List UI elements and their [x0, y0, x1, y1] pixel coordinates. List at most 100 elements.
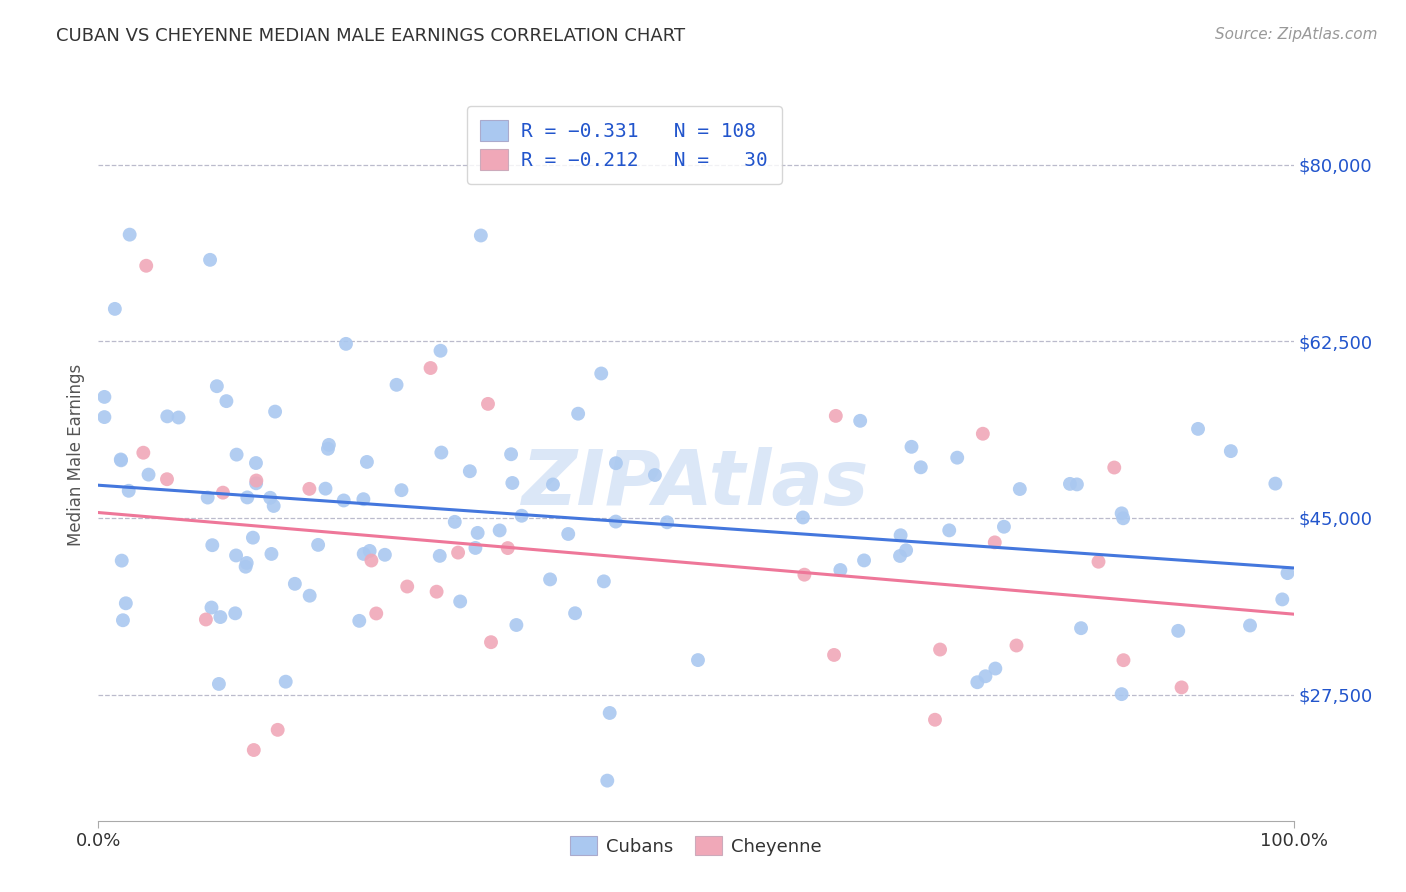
Y-axis label: Median Male Earnings: Median Male Earnings — [66, 364, 84, 546]
Point — [396, 580, 419, 594]
Text: Source: ZipAtlas.com: Source: ZipAtlas.com — [1215, 27, 1378, 42]
Point — [910, 460, 932, 475]
Point — [1264, 476, 1286, 491]
Point — [225, 448, 247, 462]
Point — [1104, 460, 1126, 475]
Point — [477, 397, 499, 411]
Point — [1170, 681, 1192, 695]
Point — [316, 442, 339, 456]
Point — [541, 477, 564, 491]
Point — [443, 515, 465, 529]
Point — [429, 343, 451, 358]
Point — [900, 440, 922, 454]
Point — [501, 447, 523, 461]
Point — [391, 483, 413, 498]
Point — [501, 475, 523, 490]
Point — [467, 525, 489, 540]
Point — [274, 674, 297, 689]
Point — [209, 610, 232, 624]
Point — [458, 464, 481, 478]
Point — [110, 453, 132, 467]
Point — [298, 589, 321, 603]
Point — [260, 547, 283, 561]
Point — [349, 614, 371, 628]
Point — [243, 743, 266, 757]
Point — [318, 438, 340, 452]
Point — [605, 456, 627, 470]
Point — [156, 409, 179, 424]
Point — [1066, 477, 1088, 491]
Point — [167, 410, 190, 425]
Point — [1187, 422, 1209, 436]
Point — [194, 612, 217, 626]
Point — [1005, 639, 1028, 653]
Point — [946, 450, 969, 465]
Point — [1008, 482, 1031, 496]
Point — [1112, 511, 1135, 525]
Point — [974, 669, 997, 683]
Point — [823, 648, 845, 662]
Point — [824, 409, 846, 423]
Point — [236, 491, 259, 505]
Point — [235, 556, 257, 570]
Point — [605, 515, 627, 529]
Point — [242, 531, 264, 545]
Point — [419, 361, 441, 376]
Point — [596, 773, 619, 788]
Point — [135, 259, 157, 273]
Point — [644, 468, 666, 483]
Point — [449, 594, 471, 608]
Point — [267, 723, 290, 737]
Point — [245, 476, 267, 491]
Point — [599, 706, 621, 720]
Point — [1070, 621, 1092, 635]
Point — [212, 485, 235, 500]
Point — [385, 377, 408, 392]
Point — [374, 548, 396, 562]
Point — [938, 524, 960, 538]
Point — [591, 367, 613, 381]
Point — [894, 543, 917, 558]
Point — [505, 618, 527, 632]
Point — [479, 635, 502, 649]
Point — [429, 549, 451, 563]
Point — [1112, 653, 1135, 667]
Point — [225, 549, 247, 563]
Point — [567, 407, 589, 421]
Point — [335, 337, 357, 351]
Point — [853, 553, 876, 567]
Point — [1059, 476, 1081, 491]
Point — [110, 452, 132, 467]
Point — [984, 535, 1007, 549]
Point — [352, 492, 374, 507]
Point — [264, 404, 287, 418]
Point — [111, 613, 134, 627]
Point — [1167, 624, 1189, 638]
Point — [592, 574, 614, 589]
Text: ZIPAtlas: ZIPAtlas — [522, 447, 870, 521]
Point — [924, 713, 946, 727]
Point — [464, 541, 486, 555]
Point — [353, 547, 375, 561]
Point — [1277, 566, 1299, 580]
Point — [1111, 507, 1133, 521]
Point — [93, 410, 115, 425]
Point — [496, 541, 519, 555]
Point — [132, 446, 155, 460]
Point — [510, 508, 533, 523]
Point — [201, 538, 224, 552]
Point — [890, 528, 912, 542]
Point — [557, 527, 579, 541]
Point — [215, 394, 238, 409]
Point — [235, 559, 257, 574]
Point — [245, 474, 267, 488]
Point — [208, 677, 231, 691]
Point — [205, 379, 228, 393]
Point — [1271, 592, 1294, 607]
Point — [111, 554, 134, 568]
Point — [245, 456, 267, 470]
Point — [993, 520, 1015, 534]
Point — [488, 524, 510, 538]
Point — [118, 483, 141, 498]
Point — [115, 596, 138, 610]
